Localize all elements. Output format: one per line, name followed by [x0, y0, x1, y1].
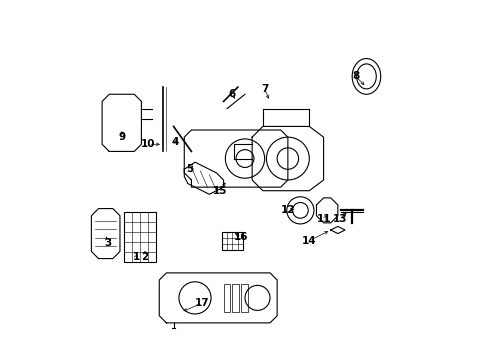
Bar — [242, 284, 248, 312]
Text: 11: 11 — [317, 214, 331, 224]
Text: 1: 1 — [132, 252, 140, 262]
Bar — [222, 232, 243, 249]
Text: 10: 10 — [141, 139, 156, 149]
Bar — [223, 284, 230, 312]
Text: 6: 6 — [229, 89, 236, 99]
Text: 3: 3 — [104, 238, 111, 248]
Text: 9: 9 — [118, 132, 125, 142]
Text: 17: 17 — [195, 298, 209, 308]
Bar — [232, 284, 239, 312]
Text: 5: 5 — [186, 164, 193, 174]
Text: 7: 7 — [261, 84, 269, 94]
Bar — [123, 212, 156, 262]
Text: 12: 12 — [281, 205, 295, 215]
Text: 14: 14 — [302, 236, 317, 246]
Text: 2: 2 — [141, 252, 148, 262]
Text: 15: 15 — [213, 186, 227, 196]
Text: 16: 16 — [234, 232, 249, 242]
Text: 8: 8 — [352, 71, 359, 81]
Text: 13: 13 — [332, 214, 347, 224]
Text: 4: 4 — [172, 138, 179, 148]
